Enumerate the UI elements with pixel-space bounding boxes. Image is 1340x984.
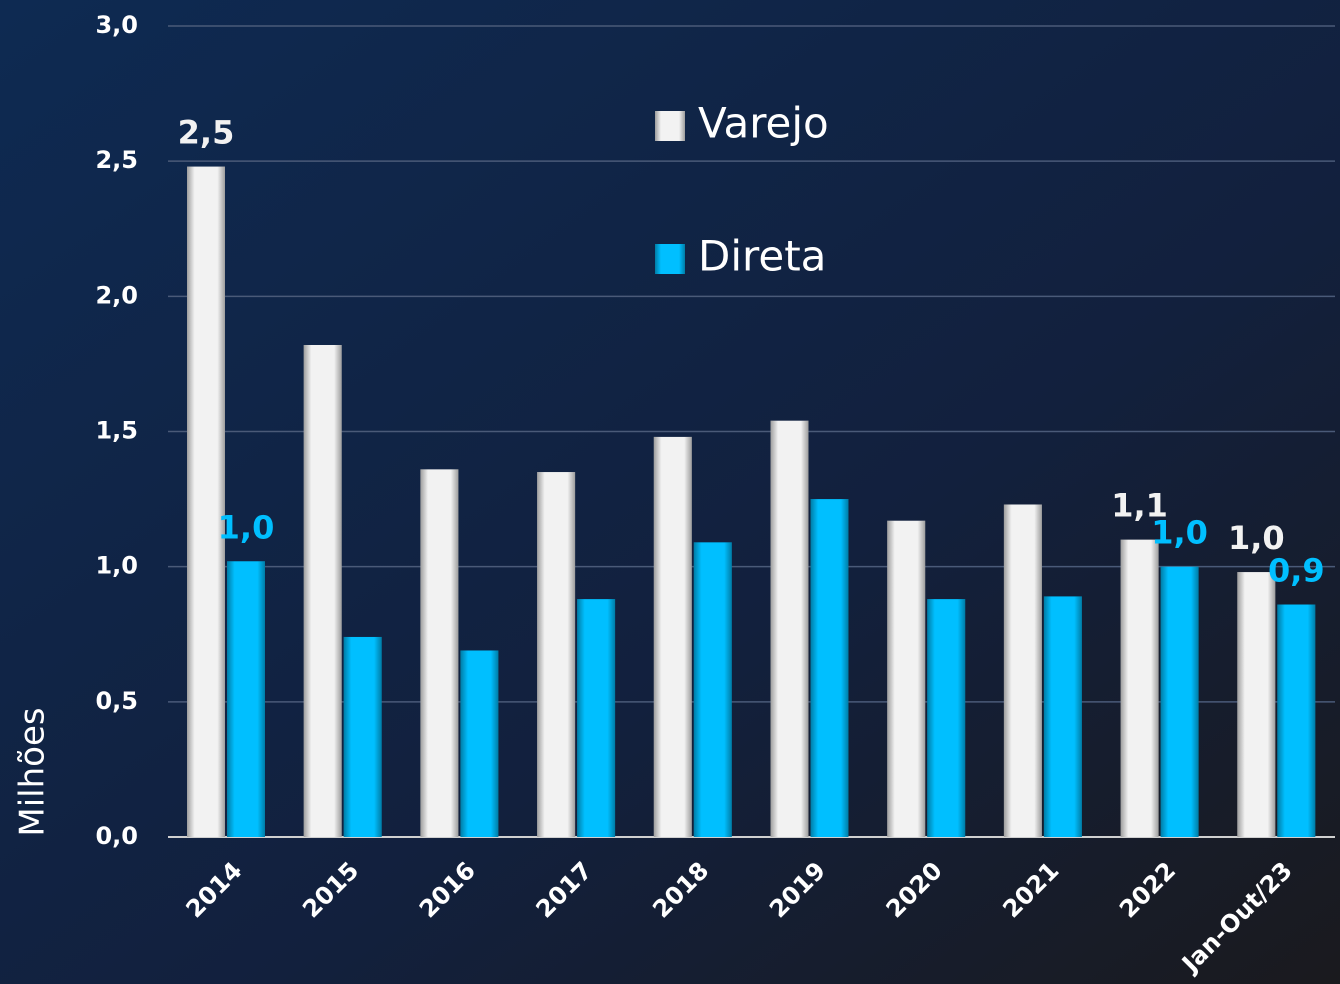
legend-swatch-shade: [655, 111, 685, 141]
value-label: 0,9: [1268, 552, 1325, 590]
y-axis-label: Milhões: [13, 707, 53, 836]
y-tick-label: 0,0: [95, 822, 138, 850]
bar-shade: [1237, 572, 1276, 837]
legend-swatch-shade: [655, 244, 685, 274]
bar-shade: [1277, 604, 1316, 837]
y-tick-label: 1,5: [95, 417, 138, 445]
value-label: 1,0: [218, 508, 275, 546]
bar-shade: [577, 599, 616, 837]
bar-shade: [693, 542, 732, 837]
legend-label: Varejo: [698, 99, 829, 148]
y-tick-label: 1,0: [95, 552, 138, 580]
bar-shade: [460, 650, 499, 837]
value-label: 1,0: [1151, 514, 1208, 552]
bar-shade: [187, 166, 225, 837]
value-label: 1,0: [1228, 519, 1285, 557]
bar-shade: [810, 499, 849, 837]
bar-shade: [1120, 539, 1159, 837]
bar-shade: [1160, 566, 1199, 837]
value-label: 1,1: [1111, 487, 1168, 525]
bar-shade: [653, 436, 692, 837]
legend-label: Direta: [698, 232, 826, 281]
bar-shade: [303, 344, 342, 837]
bar-shade: [1003, 504, 1042, 837]
bar-shade: [227, 561, 265, 837]
bar-shade: [420, 469, 459, 837]
y-tick-label: 2,5: [95, 146, 138, 174]
bar-shade: [770, 420, 809, 837]
bar-shade: [343, 636, 382, 837]
y-tick-label: 3,0: [95, 11, 138, 39]
bar-shade: [927, 599, 966, 837]
y-tick-label: 2,0: [95, 281, 138, 309]
bar-shade: [537, 472, 576, 837]
bar-shade: [887, 520, 926, 837]
value-label: 2,5: [178, 114, 235, 152]
bar-shade: [1043, 596, 1082, 837]
y-tick-label: 0,5: [95, 687, 138, 715]
